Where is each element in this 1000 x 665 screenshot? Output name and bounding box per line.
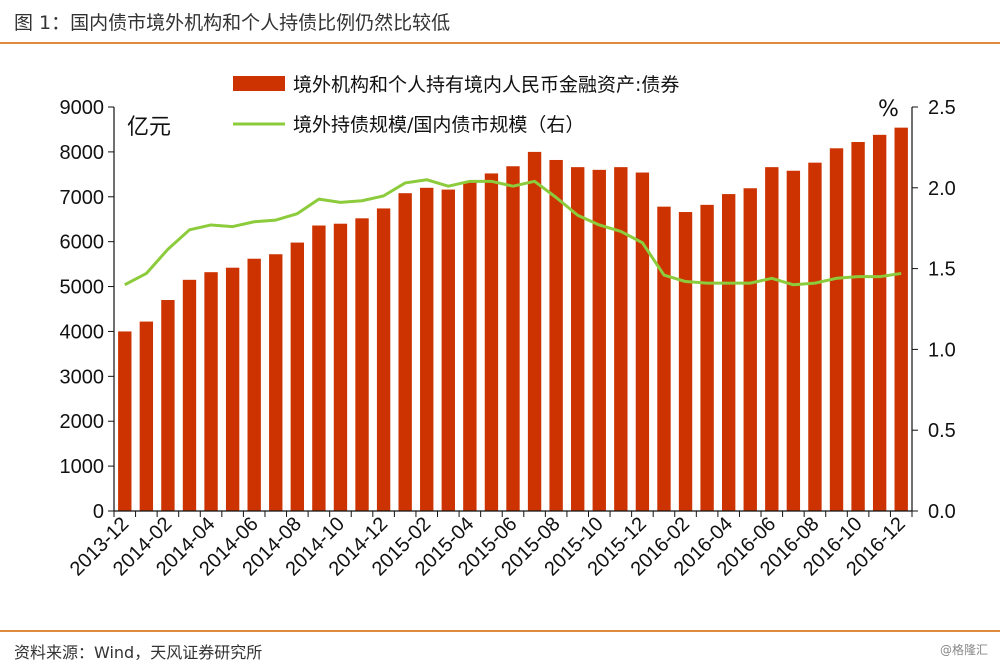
header: 图 1：国内债市境外机构和个人持债比例仍然比较低 xyxy=(0,0,1000,44)
left-tick-label: 7000 xyxy=(60,187,105,209)
right-tick-label: 0.0 xyxy=(928,501,956,523)
source-note: 资料来源：Wind，天风证券研究所 xyxy=(14,643,263,662)
bar-line-chart: 境外机构和个人持有境内人民币金融资产:债券 境外持债规模/国内债市规模（右） 亿… xyxy=(60,74,956,580)
bar xyxy=(247,258,261,511)
bar xyxy=(527,151,542,511)
legend-bar-swatch xyxy=(233,76,285,91)
left-tick-label: 9000 xyxy=(60,97,105,119)
left-axis-unit: 亿元 xyxy=(127,115,171,140)
left-tick-label: 1000 xyxy=(60,456,105,478)
right-tick-label: 2.0 xyxy=(928,178,956,200)
bar xyxy=(743,188,757,511)
left-tick-label: 2000 xyxy=(60,411,105,433)
bar xyxy=(635,172,650,512)
bar xyxy=(657,206,671,511)
bar xyxy=(398,193,412,511)
bar xyxy=(139,321,154,511)
bar xyxy=(765,167,779,511)
bar xyxy=(333,223,348,511)
bar xyxy=(376,208,391,511)
bar xyxy=(808,162,822,511)
bar xyxy=(506,166,520,511)
bar xyxy=(829,148,844,512)
bar xyxy=(571,167,585,511)
left-tick-label: 4000 xyxy=(60,321,105,343)
bar xyxy=(549,159,563,511)
legend-bar-label: 境外机构和个人持有境内人民币金融资产:债券 xyxy=(293,74,679,96)
bar xyxy=(678,212,693,512)
bar xyxy=(420,187,434,512)
plot-area: 0 1000 2000 3000 4000 5000 6000 7000 8000 9000 0.0… xyxy=(60,97,956,580)
watermark-text: @格隆汇 xyxy=(939,643,988,657)
bar xyxy=(225,267,240,511)
right-axis-unit: % xyxy=(878,97,899,122)
bar xyxy=(161,300,175,511)
bar xyxy=(312,225,326,511)
bottom-divider xyxy=(0,630,1000,632)
bar xyxy=(290,242,305,511)
bar xyxy=(894,127,908,512)
ratio-line xyxy=(124,178,902,287)
bar xyxy=(182,279,197,511)
left-tick-label: 0 xyxy=(93,501,104,523)
bar xyxy=(700,204,714,512)
bar xyxy=(484,173,499,511)
bar xyxy=(269,254,283,512)
bar xyxy=(463,181,477,511)
legend-line-label: 境外持债规模/国内债市规模（右） xyxy=(293,114,584,136)
left-tick-label: 6000 xyxy=(60,232,105,254)
left-tick-label: 3000 xyxy=(60,366,105,388)
bar xyxy=(872,134,887,511)
chart-legend: 境外机构和个人持有境内人民币金融资产:债券 境外持债规模/国内债市规模（右） xyxy=(233,74,679,136)
bar xyxy=(355,218,369,511)
figure-title: 图 1：国内债市境外机构和个人持债比例仍然比较低 xyxy=(14,12,451,34)
bar xyxy=(721,194,736,511)
top-divider xyxy=(0,42,1000,44)
bar xyxy=(592,169,606,511)
right-tick-label: 0.5 xyxy=(928,420,956,442)
bar xyxy=(786,170,801,511)
bar xyxy=(614,167,628,511)
bar xyxy=(118,331,132,511)
left-tick-label: 5000 xyxy=(60,277,105,299)
bar xyxy=(204,272,218,511)
bar xyxy=(441,189,455,511)
left-tick-label: 8000 xyxy=(60,142,105,164)
right-tick-label: 2.5 xyxy=(928,97,956,119)
right-tick-label: 1.5 xyxy=(928,259,956,281)
right-tick-label: 1.0 xyxy=(928,339,956,361)
bar xyxy=(851,142,865,511)
